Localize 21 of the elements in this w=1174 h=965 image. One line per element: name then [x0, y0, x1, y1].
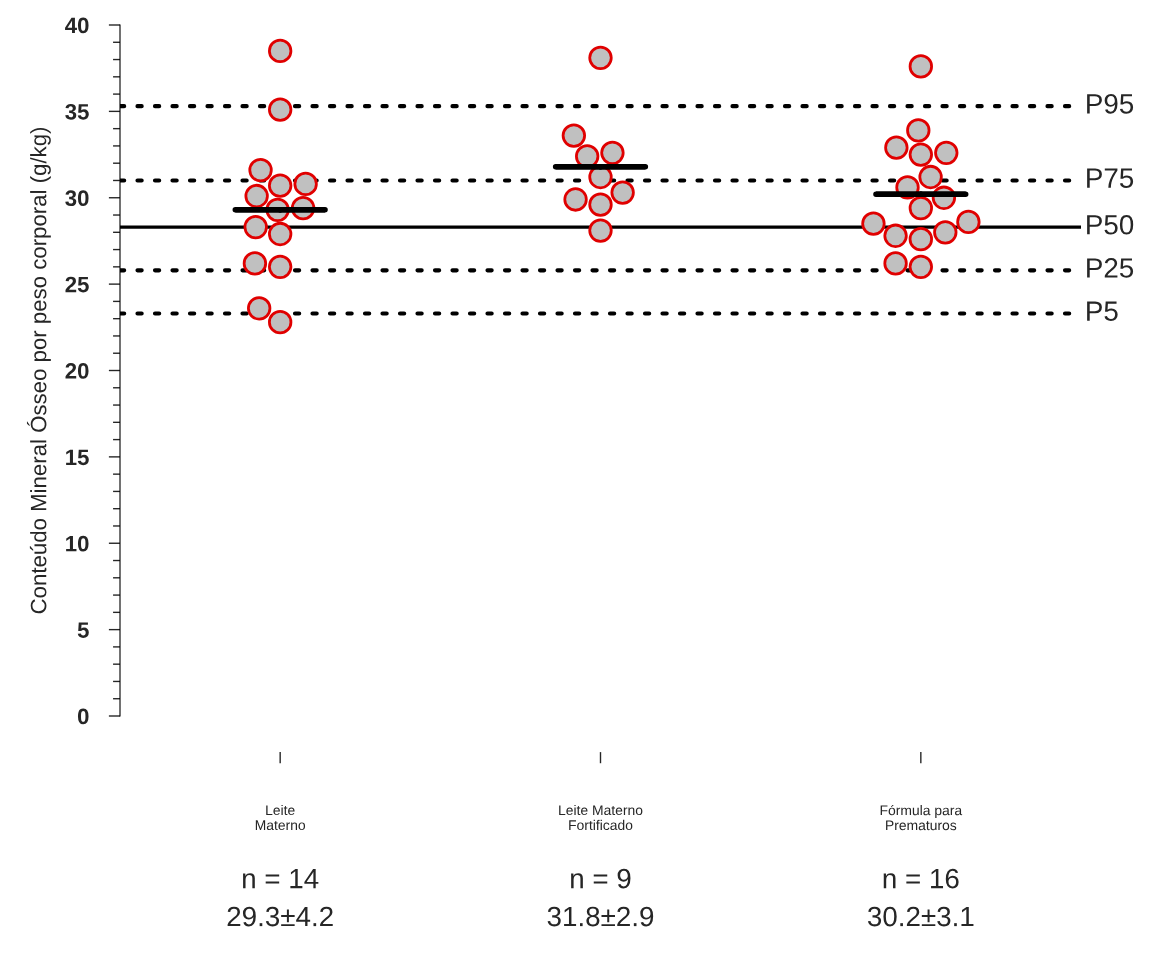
y-tick-label: 0: [77, 708, 89, 725]
y-tick-label: 30: [65, 190, 89, 207]
ref-line-label: P5: [1087, 301, 1118, 321]
y-axis-title: Conteúdo Mineral Ósseo por peso corporal (g/kg): [26, 127, 51, 614]
ref-line-label: P75: [1087, 168, 1134, 188]
y-tick-label: 20: [65, 363, 89, 379]
y-tick-label: 25: [65, 276, 89, 293]
text: n = 16 30.2±3.1: [867, 868, 974, 927]
y-tick-label: 5: [77, 622, 89, 638]
x-tick-label: Leite Materno: [255, 804, 306, 831]
y-tick-label: 15: [66, 449, 89, 466]
ref-line-label: P50: [1087, 214, 1134, 235]
x-tick-label: Fórmula para Prematuros: [880, 804, 963, 831]
ref-line-label: P95: [1087, 93, 1134, 114]
y-tick-label: 10: [66, 535, 89, 552]
text: n = 9 31.8±2.9: [547, 868, 654, 927]
ref-line-label: P25: [1087, 258, 1134, 278]
text: n = 14 29.3±4.2: [227, 869, 333, 927]
x-tick-label: Leite Materno Fortificado: [559, 804, 643, 831]
y-tick-label: 35: [65, 103, 89, 120]
y-tick-label: 40: [65, 17, 89, 34]
